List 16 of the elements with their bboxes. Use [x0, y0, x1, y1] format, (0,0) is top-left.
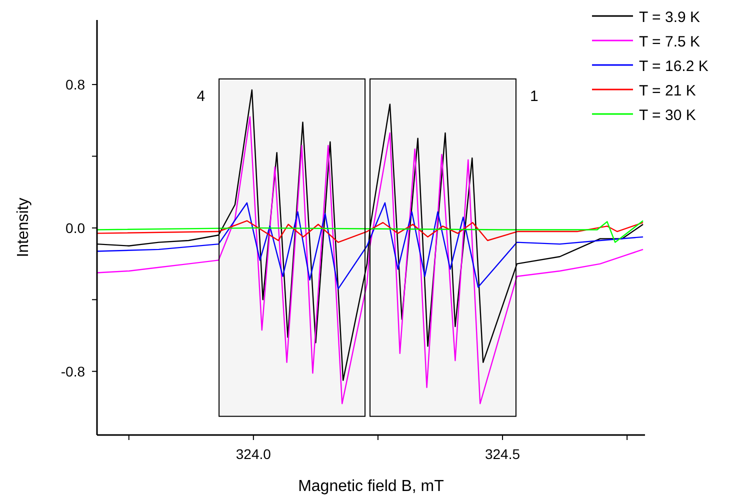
y-tick-label: 0.8: [66, 76, 86, 93]
legend-label: T = 16.2 K: [639, 58, 708, 75]
legend-label: T = 21 K: [639, 82, 696, 100]
band-label: 1: [530, 88, 538, 105]
line-series: [96, 220, 644, 243]
legend-label: T = 3.9 K: [639, 9, 700, 26]
y-tick-label: 0.0: [66, 220, 86, 236]
legend-label: T = 30 K: [639, 107, 696, 124]
y-tick-label: -0.8: [60, 363, 86, 380]
x-tick-label: 324.5: [484, 446, 520, 462]
line-series: [96, 202, 644, 290]
legend-label: T = 7.5 K: [639, 34, 700, 50]
y-axis-title: Intensity: [15, 198, 32, 258]
x-axis-title: Magnetic field B, mT: [298, 478, 444, 495]
band-label: 4: [196, 88, 206, 105]
x-tick-label: 324.0: [236, 446, 272, 462]
